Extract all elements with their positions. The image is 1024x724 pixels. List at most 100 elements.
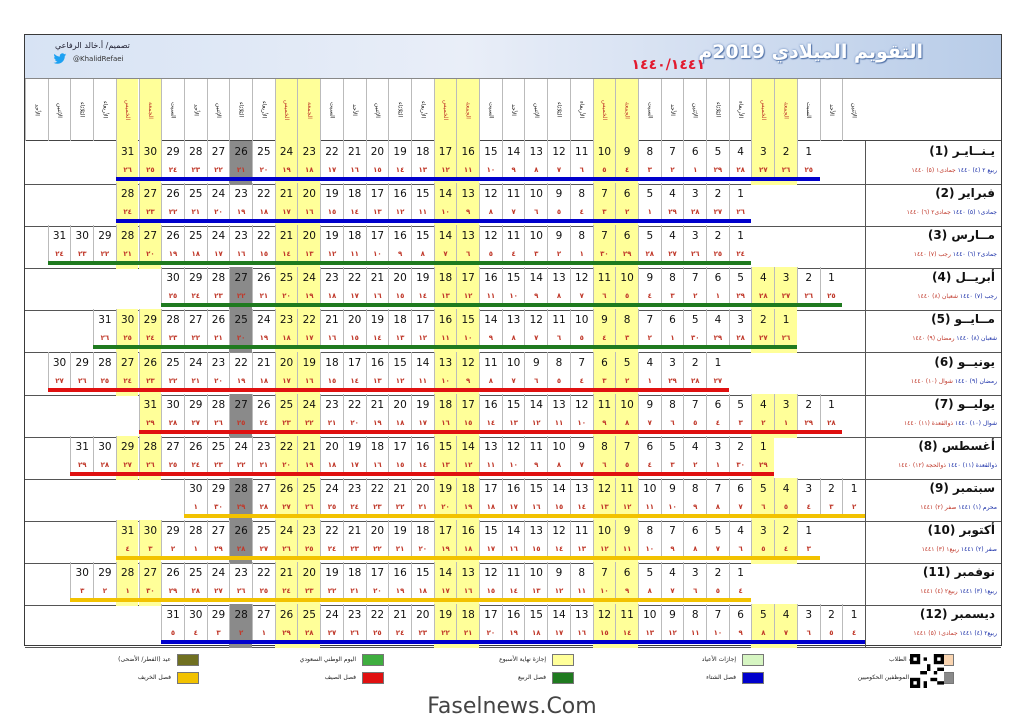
hijri-day: ٢٢ [229, 457, 252, 472]
hijri-day: ١٠ [365, 247, 389, 262]
gregorian-day: 29 [183, 393, 207, 416]
hijri-month-a: رجب (٧) ١٤٤٠ [959, 293, 997, 301]
day-cell: 30 ٣ [70, 562, 93, 606]
gregorian-day: 30 [70, 562, 93, 584]
gregorian-day: 6 [728, 477, 752, 500]
gregorian-day: 15 [501, 393, 525, 416]
gregorian-day: 10 [592, 519, 616, 542]
hijri-day: ٤ [796, 499, 820, 514]
hijri-month-b: شعبان (٨) ١٤٤٠ [917, 293, 960, 301]
hijri-day: ٢٣ [183, 163, 207, 177]
hijri-day: ١٢ [524, 415, 547, 430]
hijri-day: ١ [706, 457, 729, 472]
day-cell: 18 ٢١ [456, 604, 480, 649]
gregorian-day: 29 [93, 225, 116, 248]
day-cell: 10 ١٣ [524, 562, 547, 606]
gregorian-day: 4 [660, 562, 684, 584]
gregorian-day: 14 [547, 604, 570, 627]
hijri-day: ٢٤ [183, 457, 207, 472]
hijri-month-b: شوال (١٠) ١٤٤٠ [910, 377, 955, 385]
season-bar [183, 513, 865, 518]
hijri-day: ٢ [161, 541, 184, 556]
gregorian-day: 9 [660, 477, 684, 500]
day-cell: 17 ١٢ [456, 267, 480, 312]
hijri-day: ٩ [388, 247, 411, 262]
hijri-day: ١٤ [342, 373, 366, 388]
hijri-day: ٨ [683, 541, 706, 556]
gregorian-day: 28 [183, 519, 207, 542]
gregorian-day: 13 [524, 519, 547, 542]
hijri-day: ٣ [796, 541, 820, 556]
gregorian-day: 15 [501, 267, 525, 290]
hijri-day: ٢٧ [774, 289, 797, 304]
hijri-day: ٢٥ [796, 163, 820, 177]
day-cell: 13 ٨ [547, 267, 570, 311]
month-row: مــارس (3) جمادى٢ (٦) ١٤٤٠ رجب (٧) ١٤٤٠ 1 ٢… [25, 225, 1001, 270]
gregorian-day: 2 [774, 141, 797, 163]
day-cell: 14 ١٢ [456, 435, 480, 480]
hijri-day: ٢٢ [388, 499, 411, 514]
day-cell: 19 ٢٢ [320, 562, 343, 606]
hijri-day: ١٦ [501, 541, 525, 556]
day-cell: 24 ٢٢ [297, 393, 321, 438]
gregorian-day: 11 [501, 562, 525, 584]
hijri-month-b: صفر (٢) ١٤٤١ [920, 503, 959, 511]
gregorian-day: 9 [592, 309, 616, 332]
hijri-day: ٢٠ [138, 247, 162, 262]
gregorian-day: 4 [660, 183, 684, 206]
gregorian-day: 5 [637, 183, 661, 206]
day-cell: 3 ٢٩ [660, 351, 684, 396]
hijri-day: ٧ [728, 499, 752, 514]
hijri-day: ١٥ [342, 331, 366, 346]
gregorian-day: 3 [751, 519, 774, 542]
hijri-day: ٢٦ [115, 163, 139, 177]
day-cell: 19 ١٤ [388, 141, 411, 185]
gregorian-day: 15 [410, 562, 434, 584]
hijri-month-a: صفر (٢) ١٤٤١ [960, 545, 997, 553]
hijri-day: ٣ [728, 415, 752, 430]
hijri-day: ٢٠ [433, 499, 457, 514]
day-cell: 31 ٢٦ [93, 309, 116, 353]
day-cell: 30 ١ [183, 477, 207, 522]
gregorian-day: 18 [320, 351, 343, 374]
hijri-day: ٢٦ [70, 373, 93, 388]
day-cell: 1 ٢٥ [819, 267, 843, 311]
day-cell: 30 ٢٨ [93, 435, 116, 480]
gregorian-day: 31 [47, 225, 71, 248]
gregorian-day: 1 [796, 519, 820, 542]
month-row: نوفمبر (11) ربيع١ (٣) ١٤٤١ ربيع٢ (٤) ١٤٤١… [25, 562, 1001, 606]
gregorian-day: 5 [728, 267, 752, 290]
weekday-label: الخميس [751, 79, 775, 141]
day-cell: 30 ٢٣ [70, 225, 93, 269]
hijri-day: ١٣ [637, 626, 661, 641]
gregorian-day: 26 [161, 183, 184, 206]
hijri-day: ٢٧ [751, 331, 774, 346]
gregorian-day: 18 [342, 183, 366, 206]
hijri-day: ٢٠ [229, 331, 252, 346]
hijri-day: ٢٦ [774, 331, 797, 346]
gregorian-day: 4 [728, 519, 752, 542]
hijri-month-a: ذوالقعدة (١١) ١٤٤٠ [947, 461, 997, 469]
gregorian-day: 23 [342, 477, 366, 500]
day-cell: 3 ٢٧ [751, 141, 775, 185]
day-cell: 11 ١٢ [615, 477, 638, 522]
day-cell: 23 ٢٦ [342, 604, 366, 648]
hijri-day: ٣٠ [592, 247, 616, 262]
gregorian-day: 14 [433, 562, 457, 584]
day-cell: 2 ٣٠ [728, 435, 752, 480]
hijri-day: ١٩ [229, 205, 252, 220]
hijri-day: ١٨ [524, 626, 547, 641]
day-cell: 1 ٢٦ [728, 183, 752, 227]
gregorian-day: 15 [388, 351, 411, 374]
month-label: يونيــو (6) رمضان (٩) ١٤٤٠ شوال (١٠) ١٤٤٠ [865, 351, 1001, 396]
gregorian-day: 25 [297, 604, 320, 627]
day-cell: 30 ٣ [138, 519, 162, 564]
weekday-header-row: الإثنين الأحد السبت الجمعة الخميس الأربعاء الث… [25, 79, 1001, 141]
day-cell: 13 ٨ [524, 141, 547, 185]
day-cell: 22 ١٩ [229, 351, 252, 396]
gregorian-day: 10 [637, 477, 661, 500]
gregorian-day: 28 [93, 351, 116, 374]
